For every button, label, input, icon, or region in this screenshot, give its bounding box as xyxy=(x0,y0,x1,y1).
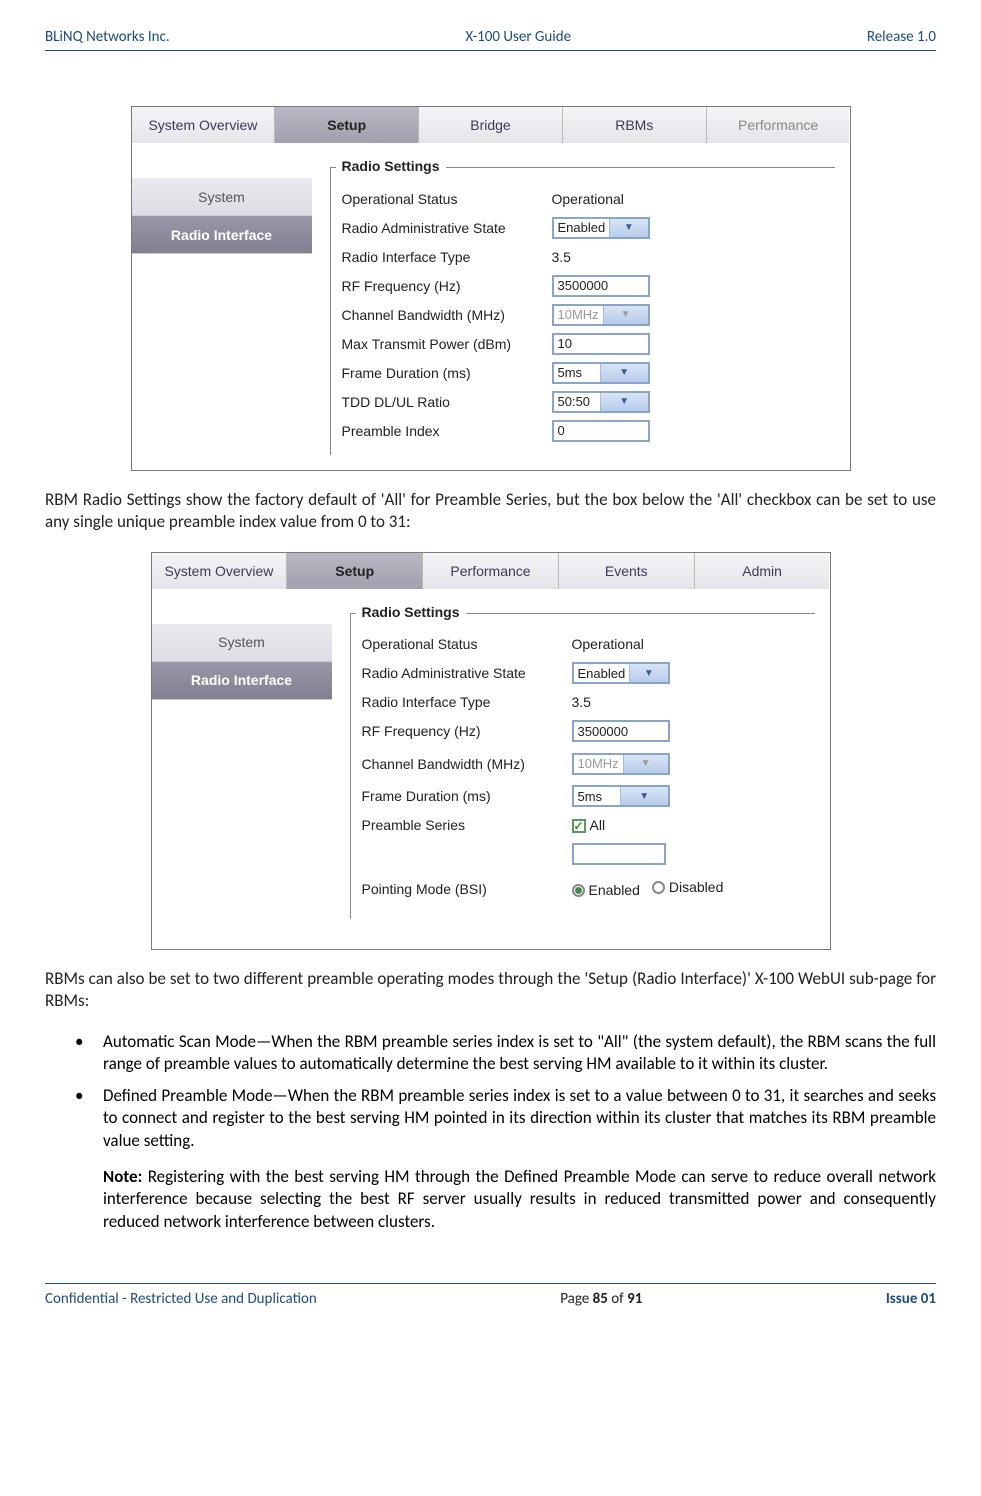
select-ch-bw: 10MHz▼ xyxy=(572,753,670,775)
tab-performance[interactable]: Performance xyxy=(423,553,559,589)
select-frame-dur[interactable]: 5ms▼ xyxy=(572,785,670,807)
label-frame-dur: Frame Duration (ms) xyxy=(362,788,572,804)
select-frame-dur[interactable]: 5ms▼ xyxy=(552,362,650,384)
tab-system-overview[interactable]: System Overview xyxy=(152,553,288,589)
radio-circle-icon xyxy=(652,881,665,894)
label-rf-freq: RF Frequency (Hz) xyxy=(362,723,572,739)
radio-enabled[interactable]: Enabled xyxy=(572,882,640,898)
side-radio-interface[interactable]: Radio Interface xyxy=(152,662,332,700)
paragraph-2: RBMs can also be set to two different pr… xyxy=(45,968,936,1013)
label-admin-state: Radio Administrative State xyxy=(362,665,572,681)
label-admin-state: Radio Administrative State xyxy=(342,220,552,236)
chevron-down-icon: ▼ xyxy=(600,364,648,382)
tab-admin[interactable]: Admin xyxy=(695,553,830,589)
page-header: BLiNQ Networks Inc. X-100 User Guide Rel… xyxy=(45,28,936,51)
chevron-down-icon: ▼ xyxy=(609,219,647,237)
side-nav-2: System Radio Interface xyxy=(152,589,332,919)
input-max-tx-power[interactable]: 10 xyxy=(552,333,650,355)
chevron-down-icon: ▼ xyxy=(629,664,667,682)
chevron-down-icon: ▼ xyxy=(623,755,668,773)
tab-setup[interactable]: Setup xyxy=(275,107,419,143)
checkbox-all-row: ✓ All xyxy=(572,817,606,833)
chevron-down-icon: ▼ xyxy=(620,787,668,805)
radio-group-pointing: Enabled Disabled xyxy=(572,879,736,898)
page-footer: Confidential - Restricted Use and Duplic… xyxy=(45,1283,936,1338)
hdr-left: BLiNQ Networks Inc. xyxy=(45,28,170,46)
chevron-down-icon: ▼ xyxy=(603,306,648,324)
select-ch-bw: 10MHz▼ xyxy=(552,304,650,326)
fieldset-legend: Radio Settings xyxy=(356,604,466,620)
label-ch-bw: Channel Bandwidth (MHz) xyxy=(362,756,572,772)
input-rf-freq[interactable]: 3500000 xyxy=(572,720,670,742)
paragraph-1: RBM Radio Settings show the factory defa… xyxy=(45,489,936,534)
value-iface-type: 3.5 xyxy=(572,694,591,710)
tab-events[interactable]: Events xyxy=(559,553,695,589)
ftr-center: Page 85 of 91 xyxy=(560,1290,642,1308)
label-iface-type: Radio Interface Type xyxy=(342,249,552,265)
side-system[interactable]: System xyxy=(132,178,312,216)
ftr-left: Confidential - Restricted Use and Duplic… xyxy=(45,1290,317,1308)
bullet-1-text: Automatic Scan Mode—When the RBM preambl… xyxy=(103,1031,936,1076)
select-tdd-ratio[interactable]: 50:50▼ xyxy=(552,391,650,413)
label-preamble-series: Preamble Series xyxy=(362,817,572,833)
label-tdd-ratio: TDD DL/UL Ratio xyxy=(342,394,552,410)
screenshot-hm-radio-settings: System Overview Setup Bridge RBMs Perfor… xyxy=(131,106,851,471)
note-text: Registering with the best serving HM thr… xyxy=(103,1166,936,1232)
input-preamble-index[interactable]: 0 xyxy=(552,420,650,442)
checkbox-all-label: All xyxy=(590,817,606,833)
side-system[interactable]: System xyxy=(152,624,332,662)
hdr-right: Release 1.0 xyxy=(867,28,936,46)
select-admin-state[interactable]: Enabled▼ xyxy=(572,662,670,684)
top-tabs-2: System Overview Setup Performance Events… xyxy=(152,553,830,589)
radio-disabled[interactable]: Disabled xyxy=(652,879,723,895)
label-ch-bw: Channel Bandwidth (MHz) xyxy=(342,307,552,323)
tab-rbms[interactable]: RBMs xyxy=(563,107,707,143)
side-nav: System Radio Interface xyxy=(132,143,312,455)
value-iface-type: 3.5 xyxy=(552,249,571,265)
label-frame-dur: Frame Duration (ms) xyxy=(342,365,552,381)
select-admin-state[interactable]: Enabled▼ xyxy=(552,217,650,239)
screenshot-rbm-radio-settings: System Overview Setup Performance Events… xyxy=(151,552,831,950)
checkbox-all[interactable]: ✓ xyxy=(572,819,586,833)
fieldset-legend: Radio Settings xyxy=(336,158,446,174)
bullet-1: • Automatic Scan Mode—When the RBM pream… xyxy=(75,1031,936,1076)
top-tabs: System Overview Setup Bridge RBMs Perfor… xyxy=(132,107,850,143)
label-op-status: Operational Status xyxy=(362,636,572,652)
bullet-icon: • xyxy=(75,1031,103,1076)
radio-dot-icon xyxy=(572,884,585,897)
label-op-status: Operational Status xyxy=(342,191,552,207)
ftr-right: Issue 01 xyxy=(886,1290,936,1308)
bullet-2: • Defined Preamble Mode—When the RBM pre… xyxy=(75,1085,936,1152)
input-rf-freq[interactable]: 3500000 xyxy=(552,275,650,297)
hdr-center: X-100 User Guide xyxy=(465,28,571,46)
value-op-status: Operational xyxy=(552,191,624,207)
label-pointing-mode: Pointing Mode (BSI) xyxy=(362,881,572,897)
tab-system-overview[interactable]: System Overview xyxy=(132,107,276,143)
label-max-tx-power: Max Transmit Power (dBm) xyxy=(342,336,552,352)
chevron-down-icon: ▼ xyxy=(600,393,648,411)
side-radio-interface[interactable]: Radio Interface xyxy=(132,216,312,254)
label-preamble-index: Preamble Index xyxy=(342,423,552,439)
note-label: Note: xyxy=(103,1166,142,1187)
label-iface-type: Radio Interface Type xyxy=(362,694,572,710)
value-op-status: Operational xyxy=(572,636,644,652)
bullet-2-text: Defined Preamble Mode—When the RBM pream… xyxy=(103,1085,936,1152)
note-paragraph: Note: Registering with the best serving … xyxy=(103,1166,936,1233)
tab-setup[interactable]: Setup xyxy=(287,553,423,589)
input-preamble-single[interactable] xyxy=(572,843,666,865)
tab-performance[interactable]: Performance xyxy=(707,107,850,143)
tab-bridge[interactable]: Bridge xyxy=(419,107,563,143)
bullet-icon: • xyxy=(75,1085,103,1152)
label-rf-freq: RF Frequency (Hz) xyxy=(342,278,552,294)
